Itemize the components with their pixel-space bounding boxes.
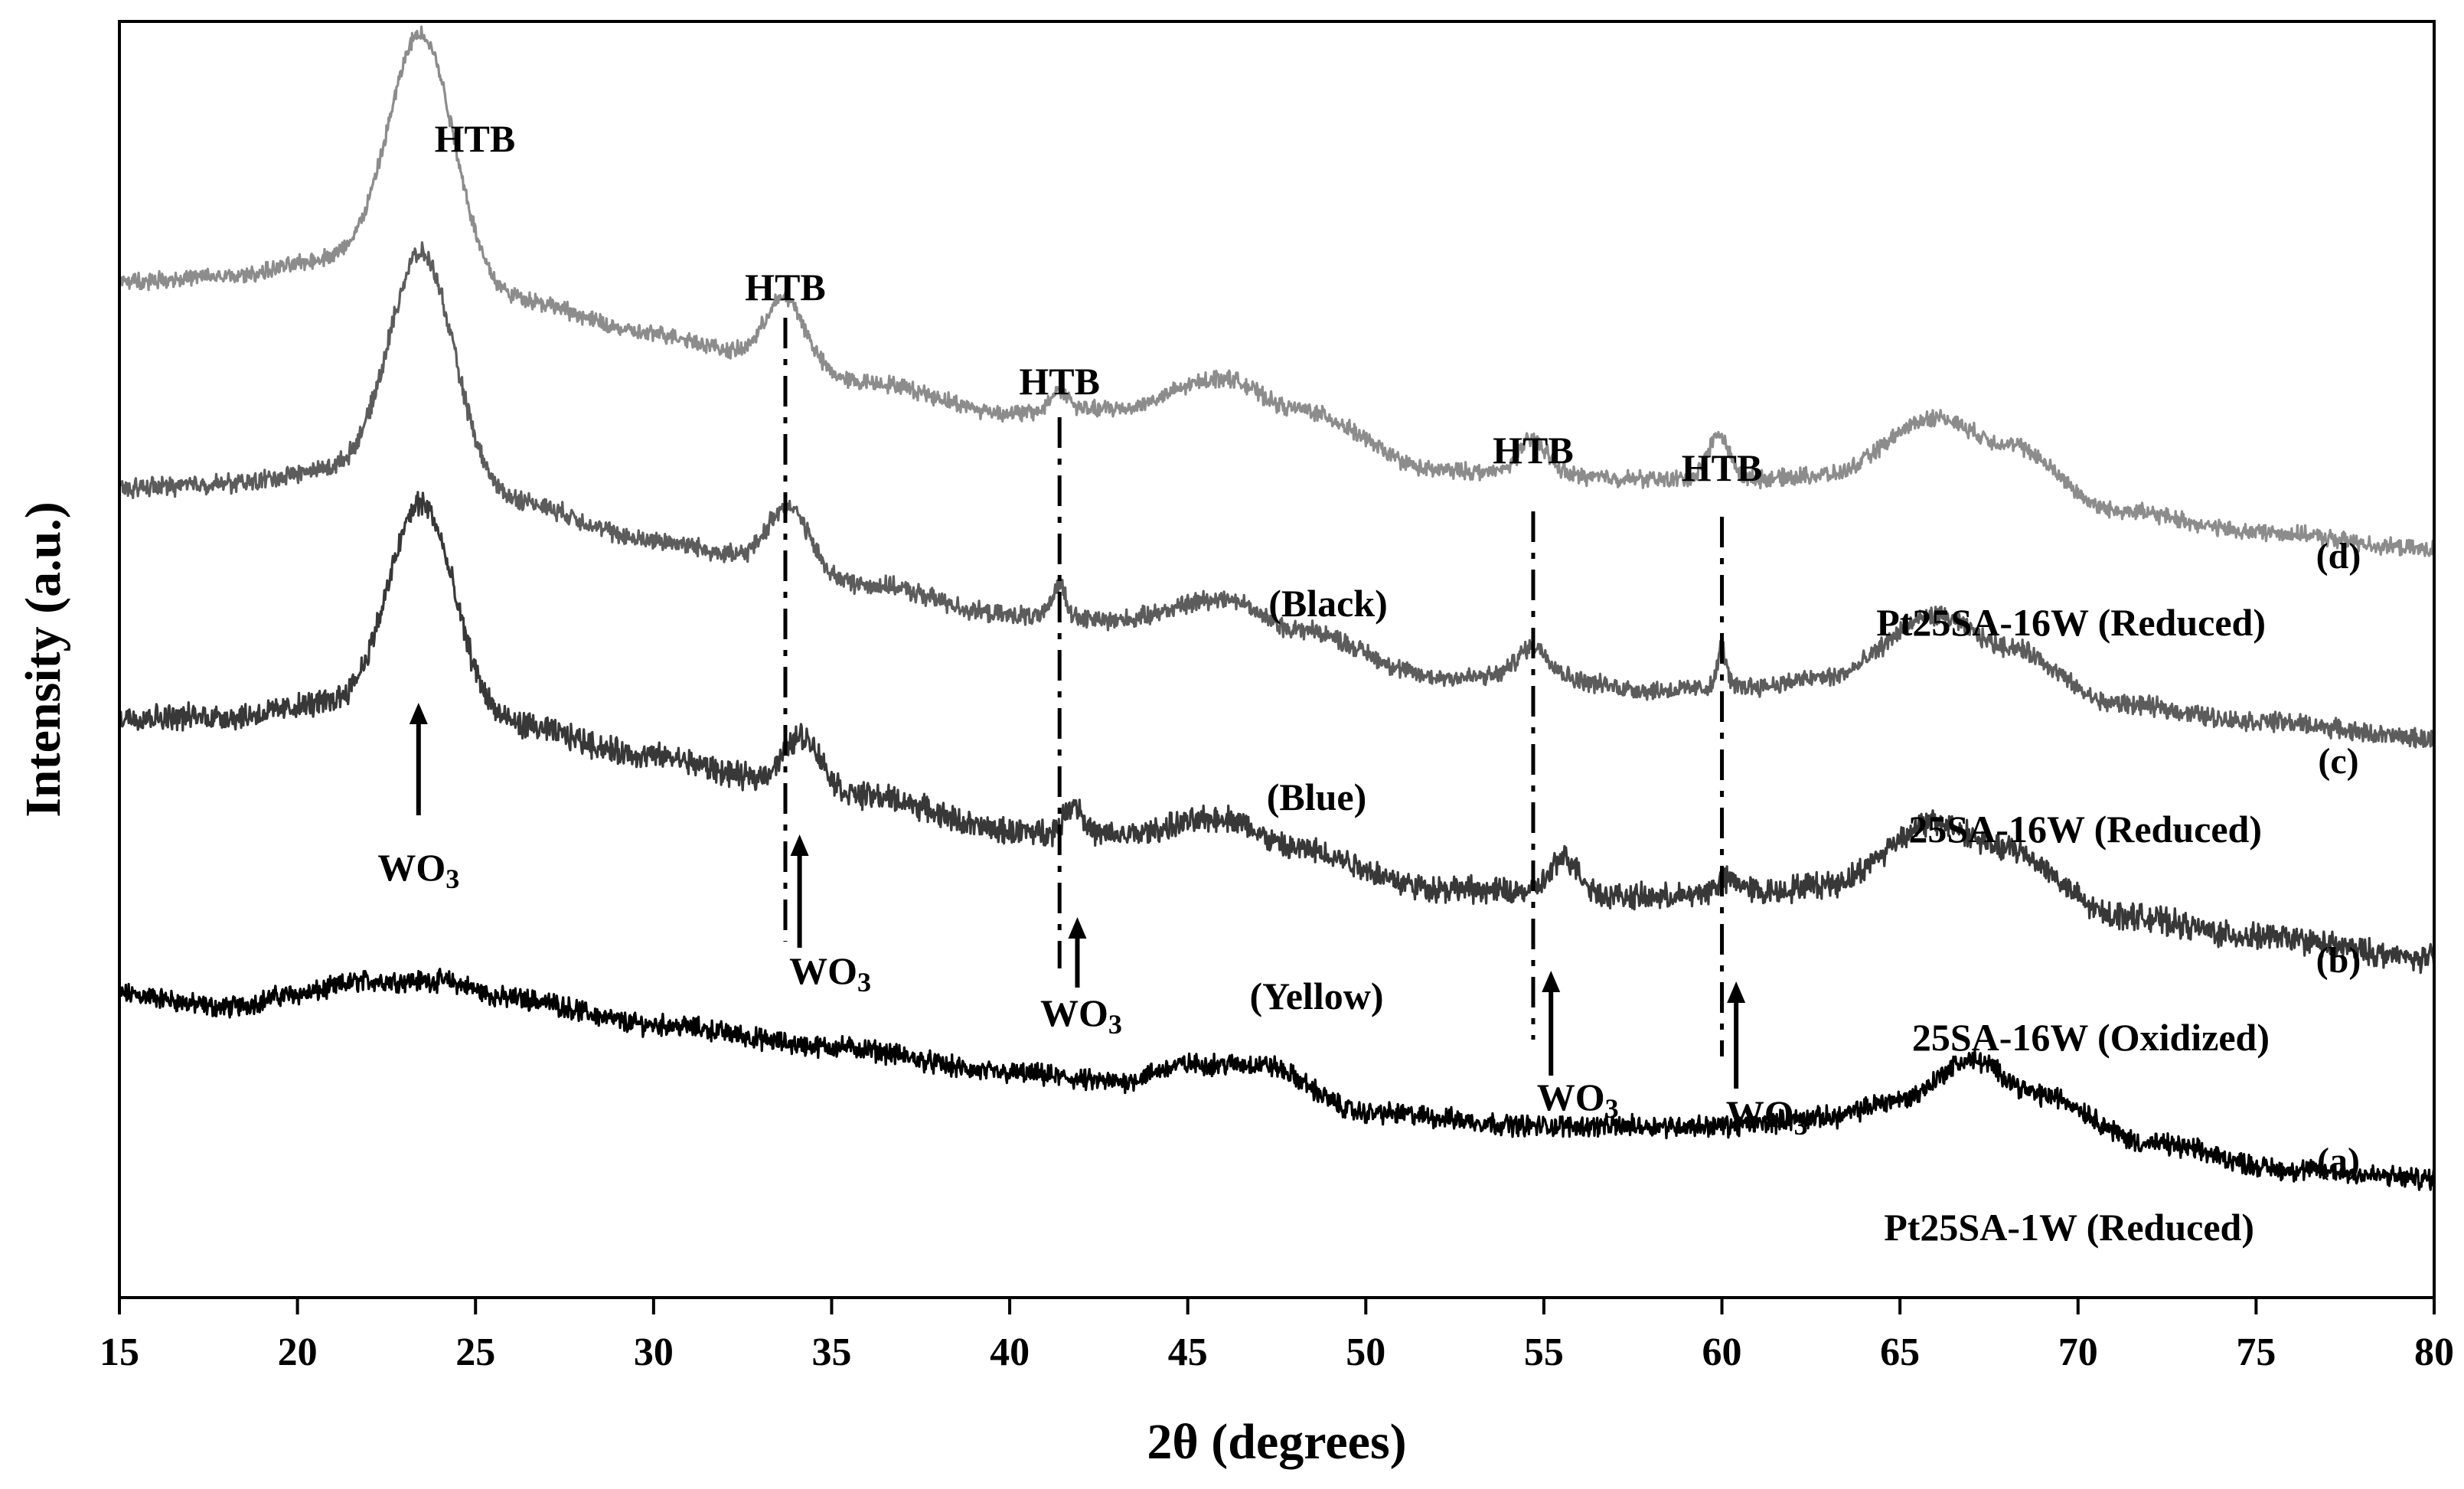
- series-group: [118, 25, 2436, 1191]
- series-line-b: [118, 491, 2436, 975]
- x-tick-label: 35: [811, 1331, 851, 1374]
- x-tick-label: 80: [2414, 1331, 2454, 1374]
- x-tick-label: 50: [1346, 1331, 1385, 1374]
- htb-label: HTB: [1493, 429, 1574, 472]
- series-name-label: Pt25SA-16W (Reduced): [1876, 601, 2266, 644]
- htb-label: HTB: [1019, 360, 1100, 403]
- x-tick-label: 30: [634, 1331, 674, 1374]
- wo3-arrow-head: [1542, 971, 1561, 992]
- series-letter-label: (b): [2316, 940, 2361, 981]
- series-letter-label: (a): [2317, 1141, 2360, 1181]
- series-line-c: [118, 241, 2436, 749]
- x-tick-label: 40: [990, 1331, 1030, 1374]
- htb-label: HTB: [1682, 446, 1763, 489]
- series-name-label: 25SA-16W (Reduced): [1908, 808, 2262, 851]
- series-name-label: Pt25SA-1W (Reduced): [1884, 1206, 2254, 1249]
- x-tick-label: 45: [1168, 1331, 1208, 1374]
- annotation-group: HTB HTB HTB HTB HTB WO3 WO3 WO3 WO3 WO3 (a) Pt25SA-…: [377, 117, 2361, 1249]
- x-tick-label: 20: [278, 1331, 318, 1374]
- series-letter-label: (d): [2316, 536, 2361, 576]
- series-letter-label: (c): [2318, 741, 2358, 782]
- wo3-label: WO3: [1537, 1076, 1619, 1124]
- wo3-label: WO3: [789, 949, 871, 998]
- x-tick-label: 65: [1880, 1331, 1920, 1374]
- htb-label: HTB: [435, 117, 516, 160]
- x-tick-label: 60: [1702, 1331, 1742, 1374]
- series-line-a: [118, 968, 2436, 1191]
- x-axis: 15 20 25 30 35 40 45 50 55 60 65 70 75 80: [100, 1298, 2454, 1374]
- plot-frame: [118, 20, 2436, 1299]
- wo3-arrow-head: [409, 703, 428, 724]
- wo3-label: WO3: [377, 846, 459, 894]
- wo3-arrow-head: [1068, 917, 1087, 939]
- series-name-label: 25SA-16W (Oxidized): [1912, 1016, 2270, 1059]
- wo3-arrow-head: [790, 834, 809, 856]
- x-tick-label: 75: [2236, 1331, 2276, 1374]
- series-color-label: (Black): [1268, 582, 1388, 625]
- x-tick-label: 15: [100, 1331, 139, 1374]
- wo3-label: WO3: [1726, 1092, 1808, 1141]
- wo3-label: WO3: [1040, 991, 1122, 1040]
- x-tick-label: 70: [2058, 1331, 2098, 1374]
- x-tick-label: 25: [455, 1331, 495, 1374]
- x-tick-label: 55: [1524, 1331, 1564, 1374]
- wo3-arrow-head: [1727, 981, 1746, 1003]
- x-axis-title: 2θ (degrees): [1147, 1414, 1406, 1470]
- series-color-label: (Blue): [1267, 776, 1367, 818]
- y-axis-title: Intensity (a.u.): [15, 501, 71, 818]
- htb-label: HTB: [745, 266, 826, 309]
- series-color-label: (Yellow): [1250, 975, 1384, 1017]
- series-line-d: [118, 25, 2436, 557]
